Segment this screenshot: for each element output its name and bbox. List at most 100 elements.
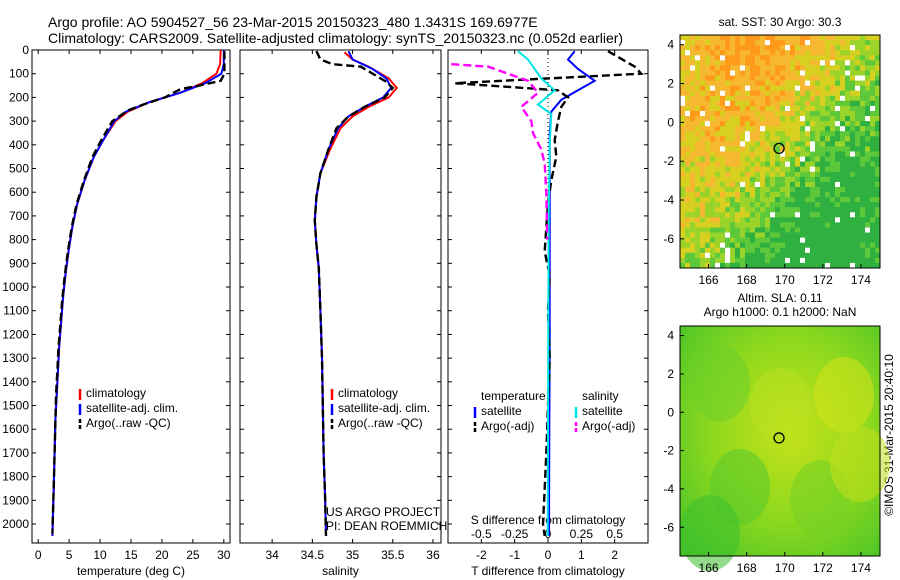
sst-cell xyxy=(850,212,856,218)
sst-cell xyxy=(745,70,751,76)
sst-cell xyxy=(785,95,791,102)
sst-cell xyxy=(765,70,771,76)
sst-cell xyxy=(735,40,741,46)
sst-cell xyxy=(820,105,826,112)
sst-cell xyxy=(800,192,806,198)
sst-cell xyxy=(760,237,766,244)
sst-cell xyxy=(780,192,786,198)
sst-cell xyxy=(840,121,846,127)
sst-cell xyxy=(830,136,836,142)
sst-cell xyxy=(860,55,866,61)
sst-cell xyxy=(705,161,711,168)
sst-cell xyxy=(825,136,831,142)
sst-cell xyxy=(820,176,826,183)
sst-cell xyxy=(710,100,716,107)
sst-cell xyxy=(845,207,851,213)
sst-cell xyxy=(790,121,796,127)
sst-cell xyxy=(770,181,776,188)
sst-cell xyxy=(775,262,781,269)
sst-cell xyxy=(770,217,776,223)
sst-cell xyxy=(780,80,786,87)
sst-cell xyxy=(820,70,826,76)
sst-cell xyxy=(870,100,876,107)
sst-cell xyxy=(830,80,836,87)
sst-cell xyxy=(820,111,826,117)
sst-cell xyxy=(695,156,701,163)
sst-cell xyxy=(685,252,691,259)
sst-cell xyxy=(705,207,711,213)
sst-cell xyxy=(875,60,881,66)
sst-cell xyxy=(855,222,861,228)
sst-cell xyxy=(735,252,741,259)
sst-cell xyxy=(755,60,761,66)
sst-cell xyxy=(775,90,781,97)
series-line-difference-0 xyxy=(548,50,597,536)
sst-cell xyxy=(710,176,716,183)
sst-cell xyxy=(735,75,741,81)
sst-cell xyxy=(835,222,841,228)
sst-cell xyxy=(700,141,706,147)
sst-cell xyxy=(860,166,866,173)
sst-cell xyxy=(810,80,816,87)
sla-blob xyxy=(830,426,890,502)
sst-cell xyxy=(785,141,791,147)
sst-cell xyxy=(795,121,801,127)
sst-cell xyxy=(695,90,701,97)
sst-cell xyxy=(805,136,811,142)
sst-cell xyxy=(695,151,701,157)
sst-cell xyxy=(770,146,776,152)
sst-cell xyxy=(855,131,861,137)
sst-cell xyxy=(810,116,816,122)
sst-cell xyxy=(700,202,706,208)
sst-cell xyxy=(725,90,731,97)
sst-cell xyxy=(720,202,726,208)
sst-cell xyxy=(860,156,866,163)
sst-cell xyxy=(785,136,791,142)
sst-cell xyxy=(835,100,841,107)
sst-cell xyxy=(755,207,761,213)
legend-title-salinity: salinity xyxy=(582,389,619,403)
x-tick-label-salinity: 35 xyxy=(346,548,360,562)
sst-cell xyxy=(755,171,761,178)
sst-cell xyxy=(770,45,776,51)
sst-cell xyxy=(715,171,721,178)
sst-cell xyxy=(725,126,731,132)
sst-cell xyxy=(840,207,846,213)
sst-cell xyxy=(835,121,841,127)
sst-cell xyxy=(775,116,781,122)
sst-cell xyxy=(730,252,736,259)
sst-cell xyxy=(865,237,871,244)
sst-cell xyxy=(805,156,811,163)
sst-cell xyxy=(725,247,731,254)
sst-cell xyxy=(710,207,716,213)
sst-cell xyxy=(750,126,756,132)
panel-frame-temperature xyxy=(31,49,231,544)
sst-cell xyxy=(695,181,701,188)
sst-cell xyxy=(800,247,806,254)
sst-cell xyxy=(780,257,786,264)
sst-cell xyxy=(705,80,711,87)
sst-cell xyxy=(850,192,856,198)
sst-cell xyxy=(825,100,831,107)
map-y-tick-label: 0 xyxy=(667,115,674,129)
sst-cell xyxy=(695,35,701,41)
sst-cell xyxy=(760,65,766,71)
sst-cell xyxy=(785,131,791,137)
sst-cell xyxy=(810,40,816,46)
sst-cell xyxy=(745,227,751,233)
sst-cell xyxy=(835,156,841,163)
x-tick-label-temperature: 25 xyxy=(186,548,200,562)
sst-cell xyxy=(825,156,831,163)
sst-cell xyxy=(700,60,706,66)
sst-cell xyxy=(850,247,856,254)
sst-cell xyxy=(815,80,821,87)
sst-cell xyxy=(840,80,846,87)
sst-cell xyxy=(690,95,696,102)
sst-cell xyxy=(815,136,821,142)
sst-cell xyxy=(830,35,836,41)
sst-cell xyxy=(740,45,746,51)
map-y-tick-label: -4 xyxy=(663,482,674,496)
sst-cell xyxy=(845,131,851,137)
sst-cell xyxy=(815,237,821,244)
sst-cell xyxy=(725,60,731,66)
